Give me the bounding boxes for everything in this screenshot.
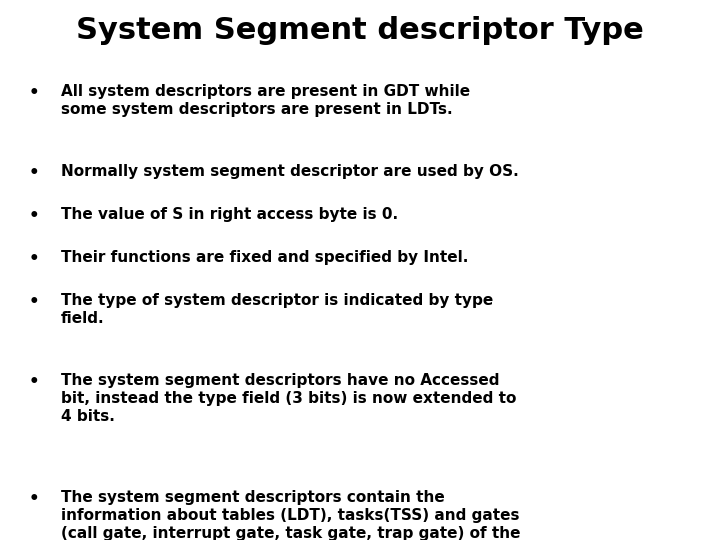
Text: All system descriptors are present in GDT while
some system descriptors are pres: All system descriptors are present in GD…	[61, 84, 470, 117]
Text: System Segment descriptor Type: System Segment descriptor Type	[76, 16, 644, 45]
Text: The system segment descriptors contain the
information about tables (LDT), tasks: The system segment descriptors contain t…	[61, 490, 521, 540]
Text: The value of S in right access byte is 0.: The value of S in right access byte is 0…	[61, 207, 398, 222]
Text: •: •	[29, 490, 40, 508]
Text: •: •	[29, 373, 40, 391]
Text: The system segment descriptors have no Accessed
bit, instead the type field (3 b: The system segment descriptors have no A…	[61, 373, 516, 424]
Text: •: •	[29, 207, 40, 225]
Text: Their functions are fixed and specified by Intel.: Their functions are fixed and specified …	[61, 250, 469, 265]
Text: •: •	[29, 84, 40, 102]
Text: •: •	[29, 293, 40, 311]
Text: Normally system segment descriptor are used by OS.: Normally system segment descriptor are u…	[61, 164, 519, 179]
Text: The type of system descriptor is indicated by type
field.: The type of system descriptor is indicat…	[61, 293, 493, 326]
Text: •: •	[29, 164, 40, 181]
Text: •: •	[29, 250, 40, 268]
